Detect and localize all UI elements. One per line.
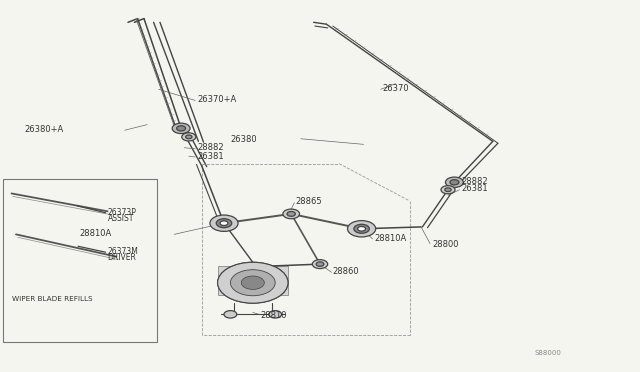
- Text: ASSIST: ASSIST: [108, 214, 134, 223]
- Circle shape: [230, 270, 275, 296]
- Text: 28882: 28882: [461, 177, 488, 186]
- Text: 26370+A: 26370+A: [197, 95, 236, 104]
- Text: S88000: S88000: [534, 350, 561, 356]
- Text: 26380: 26380: [230, 135, 257, 144]
- Text: 28860: 28860: [333, 267, 360, 276]
- Text: 26380+A: 26380+A: [25, 125, 64, 134]
- Circle shape: [241, 276, 264, 289]
- Text: WIPER BLADE REFILLS: WIPER BLADE REFILLS: [12, 296, 92, 302]
- Circle shape: [445, 177, 463, 187]
- Text: 26370: 26370: [383, 84, 410, 93]
- Circle shape: [182, 133, 196, 141]
- Text: 26381: 26381: [461, 185, 488, 193]
- Circle shape: [186, 135, 192, 139]
- Bar: [218, 266, 288, 295]
- Circle shape: [445, 188, 451, 192]
- Circle shape: [216, 219, 232, 228]
- Circle shape: [354, 224, 369, 233]
- Text: 28800: 28800: [432, 240, 458, 249]
- Text: 28810A: 28810A: [80, 229, 112, 238]
- Bar: [3, 179, 157, 342]
- Circle shape: [312, 260, 328, 269]
- Circle shape: [210, 215, 238, 231]
- Circle shape: [177, 126, 186, 131]
- Text: 26373P: 26373P: [108, 208, 136, 217]
- Text: 26373M: 26373M: [108, 247, 138, 256]
- Text: 28810A: 28810A: [374, 234, 406, 243]
- Circle shape: [230, 270, 275, 296]
- Text: 26381: 26381: [197, 153, 224, 161]
- Circle shape: [441, 186, 455, 194]
- Circle shape: [224, 311, 237, 318]
- Circle shape: [316, 262, 324, 266]
- Text: 28865: 28865: [296, 197, 323, 206]
- Circle shape: [218, 262, 288, 303]
- Text: DRIVER: DRIVER: [108, 253, 136, 262]
- Circle shape: [358, 227, 365, 231]
- Circle shape: [348, 221, 376, 237]
- Circle shape: [241, 276, 264, 289]
- Circle shape: [283, 209, 300, 219]
- Text: 28810: 28810: [260, 311, 287, 320]
- Circle shape: [220, 221, 228, 225]
- Circle shape: [218, 262, 288, 303]
- Circle shape: [450, 180, 459, 185]
- Circle shape: [287, 211, 296, 217]
- Circle shape: [269, 311, 282, 318]
- Text: 28882: 28882: [197, 143, 224, 152]
- Circle shape: [172, 123, 190, 134]
